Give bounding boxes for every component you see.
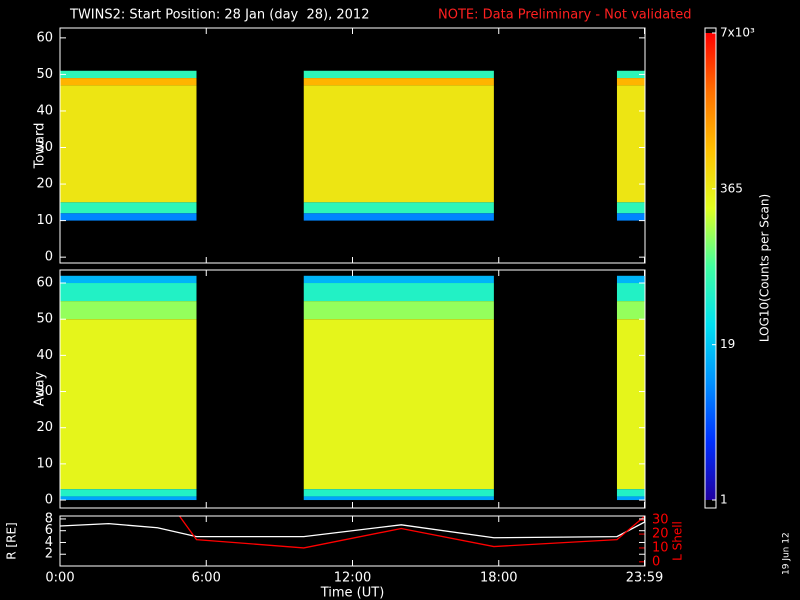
y-tick-label: 50 <box>36 67 53 82</box>
y-tick-label: 40 <box>36 348 53 363</box>
x-axis-label: Time (UT) <box>320 586 385 600</box>
colorbar-tick-label: 19 <box>720 337 735 351</box>
line <box>178 516 645 549</box>
heatmap-cell <box>60 70 197 79</box>
y-tick-label: 0 <box>45 493 53 508</box>
heatmap-cell <box>303 78 494 86</box>
y-tick-label: 60 <box>36 30 53 45</box>
heatmap-cell <box>60 202 197 214</box>
heatmap-cell <box>616 85 645 203</box>
line <box>60 521 645 539</box>
y-tick-label: 10 <box>36 456 53 471</box>
heatmap-cell <box>616 202 645 214</box>
heatmap-cell <box>60 85 197 203</box>
heatmap-cell <box>60 283 197 302</box>
heatmap-cell <box>616 496 645 501</box>
y-tick-label: 50 <box>36 312 53 327</box>
heatmap-cell <box>303 319 494 490</box>
heatmap-cell <box>60 496 197 501</box>
y-axis-label: Away <box>33 371 48 406</box>
y-tick-label: 20 <box>36 420 53 435</box>
y-tick-label: 40 <box>36 103 53 118</box>
heatmap <box>60 275 645 501</box>
y-axis-label: R [RE] <box>5 522 19 559</box>
colorbar <box>705 33 716 500</box>
y-tick-label: 30 <box>36 140 53 155</box>
heatmap-cell <box>616 319 645 490</box>
y-axis-label: Toward <box>33 123 48 170</box>
heatmap-cell <box>616 78 645 86</box>
x-tick-label: 6:00 <box>192 571 221 586</box>
heatmap-cell <box>303 496 494 501</box>
heatmap-cell <box>60 301 197 320</box>
x-tick-label: 23:59 <box>626 571 663 586</box>
y-tick-label: 10 <box>652 540 669 555</box>
heatmap-cell <box>60 213 197 221</box>
heatmap-cell <box>60 489 197 497</box>
colorbar-label: LOG10(Counts per Scan) <box>758 194 772 342</box>
heatmap <box>60 70 645 221</box>
y-tick-label: 0 <box>652 554 660 569</box>
heatmap-cell <box>303 301 494 320</box>
heatmap-cell <box>60 78 197 86</box>
heatmap-cell <box>616 70 645 79</box>
heatmap-cell <box>616 489 645 497</box>
heatmap-cell <box>303 283 494 302</box>
date-stamp: 19 Jun 12 <box>782 532 792 575</box>
y-tick-label: 30 <box>36 384 53 399</box>
heatmap-cell <box>616 275 645 284</box>
heatmap-cell <box>303 85 494 203</box>
colorbar-tick-label: 1 <box>720 493 728 507</box>
y-tick-label: 20 <box>652 527 669 542</box>
heatmap-cell <box>303 489 494 497</box>
heatmap-cell <box>303 202 494 214</box>
colorbar-tick-label: 365 <box>720 181 743 195</box>
colorbar-frame <box>704 27 717 509</box>
y-tick-label: 8 <box>45 511 53 526</box>
x-tick-label: 18:00 <box>480 571 517 586</box>
heatmap-cell <box>616 283 645 302</box>
heatmap-cell <box>303 275 494 284</box>
y-tick-label: 30 <box>652 513 669 528</box>
colorbar-tick-label: 7x10³ <box>720 26 755 40</box>
y-tick-label: 10 <box>36 213 53 228</box>
y-tick-label: 4 <box>45 535 53 550</box>
heatmap-cell <box>303 213 494 221</box>
y-tick-label: 0 <box>45 250 53 265</box>
heatmap-cell <box>60 319 197 490</box>
y-tick-label: 2 <box>45 547 53 562</box>
y2-axis-label: L Shell <box>671 521 685 561</box>
y-tick-label: 60 <box>36 276 53 291</box>
chart-title: TWINS2: Start Position: 28 Jan (day 28),… <box>69 8 369 23</box>
heatmap-cell <box>60 275 197 284</box>
x-tick-label: 12:00 <box>334 571 371 586</box>
y-tick-label: 20 <box>36 177 53 192</box>
heatmap-cell <box>303 70 494 79</box>
y-tick-label: 6 <box>45 523 53 538</box>
heatmap-cell <box>616 301 645 320</box>
note: NOTE: Data Preliminary - Not validated <box>438 8 692 23</box>
x-tick-label: 0:00 <box>45 571 74 586</box>
heatmap-cell <box>616 213 645 221</box>
